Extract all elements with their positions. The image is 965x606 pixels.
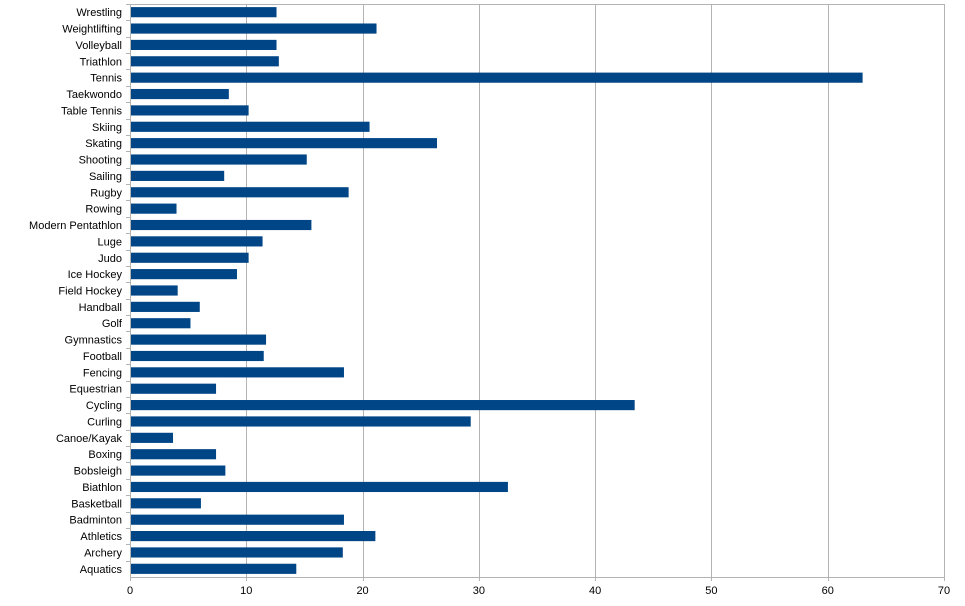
bar-luge [130, 236, 263, 247]
bar-skating [130, 138, 437, 149]
category-label: Canoe/Kayak [56, 433, 123, 445]
bar-rowing [130, 203, 177, 214]
category-label: Archery [84, 547, 122, 559]
category-label: Badminton [69, 515, 122, 527]
bar-fencing [130, 367, 344, 378]
category-label: Football [83, 351, 122, 363]
category-label: Table Tennis [61, 105, 122, 117]
category-label: Modern Pentathlon [29, 220, 122, 232]
bar-aquatics [130, 563, 297, 574]
bar-boxing [130, 449, 217, 460]
bar-basketball [130, 498, 201, 509]
category-label: Golf [102, 318, 123, 330]
bar-canoe-kayak [130, 432, 174, 443]
bar-weightlifting [130, 23, 377, 34]
category-label: Volleyball [76, 40, 122, 52]
bar-rugby [130, 187, 349, 198]
bar-archery [130, 547, 343, 558]
bar-table-tennis [130, 105, 249, 116]
category-label: Skiing [92, 122, 122, 134]
bar-skiing [130, 121, 370, 132]
category-label: Triathlon [80, 56, 122, 68]
x-tick-label: 30 [473, 585, 485, 597]
category-label: Rowing [85, 204, 122, 216]
category-label: Weightlifting [62, 24, 122, 36]
category-label: Cycling [86, 400, 122, 412]
bar-athletics [130, 530, 376, 542]
category-label: Bobsleigh [74, 466, 122, 478]
bar-volleyball [130, 39, 277, 51]
category-label: Rugby [90, 187, 122, 199]
x-tick-label: 0 [127, 585, 133, 597]
bar-handball [130, 301, 200, 312]
bar-shooting [130, 154, 307, 165]
bar-curling [130, 416, 471, 427]
x-tick-label: 40 [589, 585, 601, 597]
category-label: Handball [79, 302, 122, 314]
bar-field-hockey [130, 285, 178, 296]
bar-equestrian [130, 383, 217, 394]
bar-sailing [130, 170, 225, 181]
bar-ice-hockey [130, 269, 237, 280]
bars [130, 7, 863, 574]
bar-golf [130, 318, 191, 329]
category-label: Gymnastics [65, 335, 123, 347]
bar-tennis [130, 72, 863, 83]
category-label: Judo [98, 253, 122, 265]
bar-gymnastics [130, 334, 267, 345]
category-label: Equestrian [69, 384, 122, 396]
bar-taekwondo [130, 88, 229, 100]
bar-modern-pentathlon [130, 219, 312, 231]
bar-judo [130, 252, 249, 263]
axes [126, 4, 945, 581]
category-label: Sailing [89, 171, 122, 183]
x-tick-label: 60 [822, 585, 834, 597]
category-labels: Wrestling Weightlifting Volleyball Triathlo… [29, 7, 123, 576]
bar-bobsleigh [130, 465, 226, 476]
category-label: Ice Hockey [68, 269, 123, 281]
category-label: Taekwondo [66, 89, 122, 101]
category-label: Biathlon [82, 482, 122, 494]
category-label: Wrestling [76, 7, 122, 19]
category-label: Basketball [71, 498, 122, 510]
category-label: Boxing [88, 449, 122, 461]
x-tick-label: 20 [356, 585, 368, 597]
x-tick-label: 50 [705, 585, 717, 597]
x-tick-labels: 0 10 20 30 40 50 60 70 [127, 585, 950, 597]
category-label: Field Hockey [58, 286, 122, 298]
category-label: Luge [98, 236, 122, 248]
bar-biathlon [130, 481, 508, 493]
category-label: Skating [85, 138, 122, 150]
category-label: Shooting [79, 155, 122, 167]
bar-cycling [130, 400, 635, 411]
bar-wrestling [130, 7, 277, 18]
x-tick-label: 10 [240, 585, 252, 597]
category-label: Curling [87, 416, 122, 428]
bar-triathlon [130, 56, 279, 67]
bar-badminton [130, 514, 344, 525]
bar-football [130, 350, 264, 362]
category-label: Fencing [83, 367, 122, 379]
category-label: Tennis [90, 73, 122, 85]
x-tick-label: 70 [938, 585, 950, 597]
category-label: Aquatics [80, 564, 123, 576]
gridlines [130, 4, 945, 577]
category-label: Athletics [80, 531, 122, 543]
